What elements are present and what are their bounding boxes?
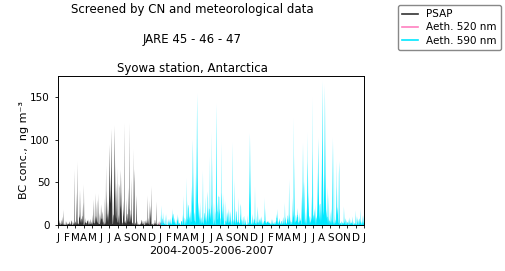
Legend: PSAP, Aeth. 520 nm, Aeth. 590 nm: PSAP, Aeth. 520 nm, Aeth. 590 nm — [397, 5, 500, 50]
Y-axis label: BC conc.,  ng m⁻³: BC conc., ng m⁻³ — [19, 101, 29, 199]
X-axis label: 2004-2005-2006-2007: 2004-2005-2006-2007 — [148, 246, 273, 256]
Text: Syowa station, Antarctica: Syowa station, Antarctica — [117, 62, 267, 75]
Text: Screened by CN and meteorological data: Screened by CN and meteorological data — [71, 3, 313, 16]
Text: JARE 45 - 46 - 47: JARE 45 - 46 - 47 — [142, 33, 241, 46]
